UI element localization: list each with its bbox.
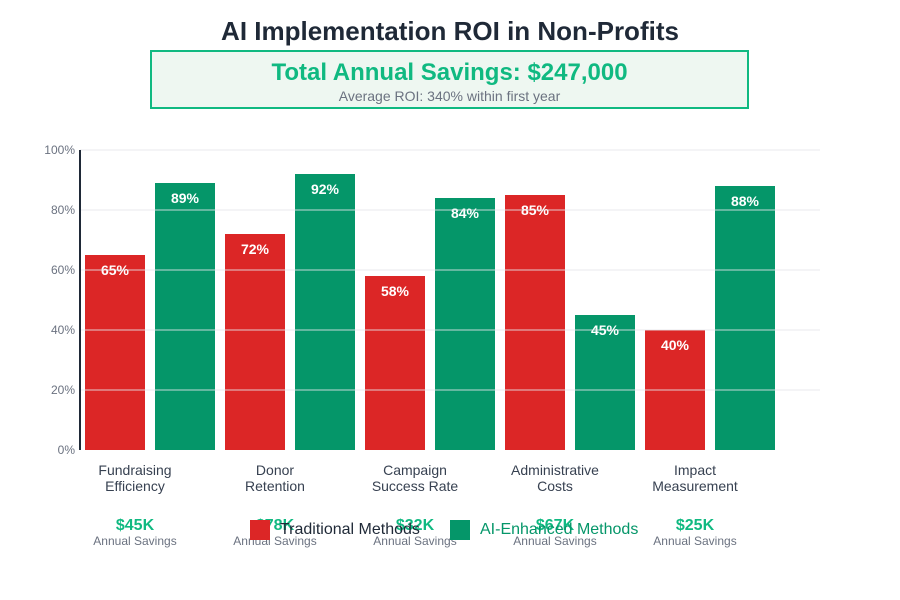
x-category-label: Administrative [511, 462, 599, 478]
bar-ai [715, 186, 775, 450]
legend-label-ai: AI-Enhanced Methods [480, 521, 639, 538]
x-category-label: Impact [674, 462, 716, 478]
average-roi-subtitle: Average ROI: 340% within first year [338, 88, 561, 104]
bar-value-label: 72% [241, 241, 270, 257]
y-tick-label: 0% [58, 443, 76, 457]
x-category-label: Measurement [652, 478, 738, 494]
bar-traditional [225, 234, 285, 450]
x-category-label: Efficiency [105, 478, 165, 494]
bar-ai [155, 183, 215, 450]
annual-savings-value: $67K [536, 517, 575, 534]
legend-swatch-ai [450, 520, 470, 540]
chart-title: AI Implementation ROI in Non-Profits [221, 16, 679, 46]
y-tick-label: 40% [51, 323, 75, 337]
x-category-label: Campaign [383, 462, 447, 478]
legend-label-traditional: Traditional Methods [280, 521, 420, 538]
annual-savings-value: $32K [396, 517, 435, 534]
bar-ai [435, 198, 495, 450]
bar-value-label: 40% [661, 337, 690, 353]
total-savings-headline: Total Annual Savings: $247,000 [271, 59, 628, 86]
annual-savings-caption: Annual Savings [373, 534, 456, 548]
annual-savings-caption: Annual Savings [513, 534, 596, 548]
annual-savings-value: $45K [116, 517, 155, 534]
total-savings-banner: Total Annual Savings: $247,000 Average R… [150, 50, 749, 109]
bar-ai [575, 315, 635, 450]
annual-savings-caption: Annual Savings [93, 534, 176, 548]
x-category-label: Success Rate [372, 478, 459, 494]
bar-value-label: 89% [171, 190, 200, 206]
x-category-label: Costs [537, 478, 573, 494]
y-tick-label: 80% [51, 203, 75, 217]
bar-ai [295, 174, 355, 450]
annual-savings-caption: Annual Savings [653, 534, 736, 548]
bar-value-label: 84% [451, 205, 480, 221]
bar-traditional [85, 255, 145, 450]
y-tick-label: 20% [51, 383, 75, 397]
y-tick-label: 100% [44, 143, 75, 157]
bar-traditional [505, 195, 565, 450]
bar-value-label: 58% [381, 283, 410, 299]
annual-savings-value: $25K [676, 517, 715, 534]
y-tick-label: 60% [51, 263, 75, 277]
x-category-label: Fundraising [98, 462, 171, 478]
bar-traditional [365, 276, 425, 450]
bar-value-label: 92% [311, 181, 340, 197]
legend-swatch-traditional [250, 520, 270, 540]
bar-value-label: 88% [731, 193, 760, 209]
x-category-label: Donor [256, 462, 294, 478]
x-category-label: Retention [245, 478, 305, 494]
